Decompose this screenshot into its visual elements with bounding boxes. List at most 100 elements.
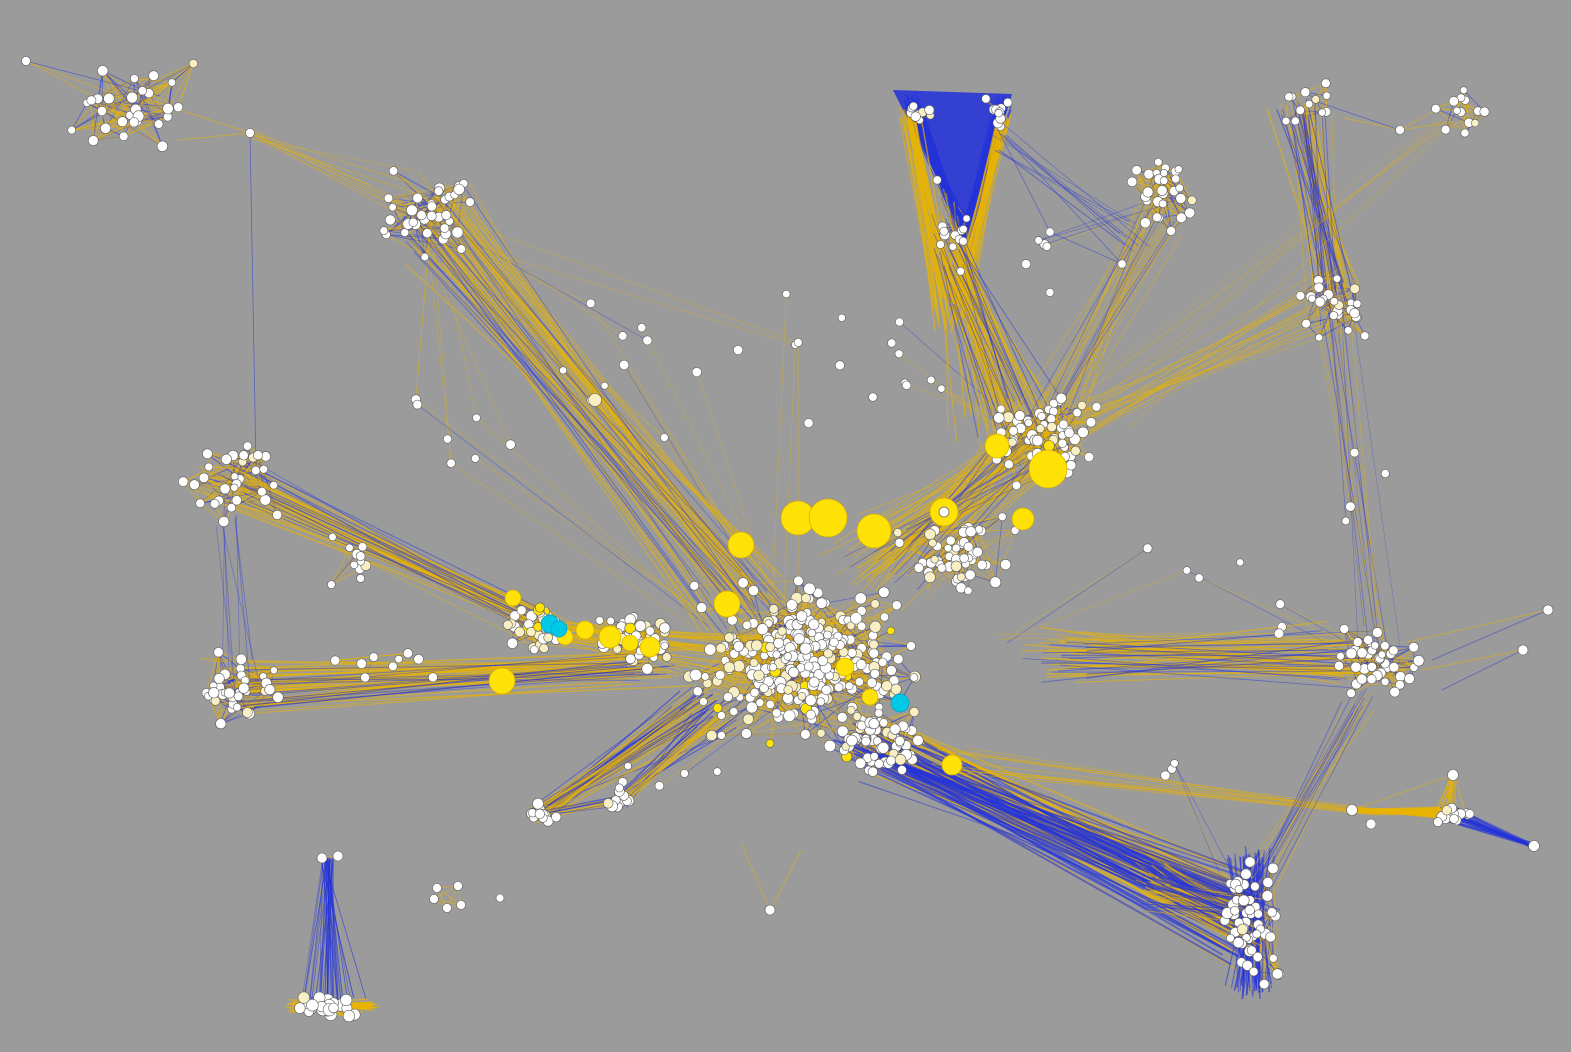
graph-node[interactable] — [439, 223, 450, 233]
graph-node[interactable] — [1460, 128, 1470, 138]
graph-node[interactable] — [1388, 661, 1400, 673]
graph-node[interactable] — [1349, 283, 1360, 294]
graph-node[interactable] — [1459, 86, 1468, 94]
graph-node[interactable] — [1300, 87, 1311, 98]
graph-node[interactable] — [1363, 634, 1373, 645]
graph-node[interactable] — [1175, 192, 1187, 204]
graph-node[interactable] — [1250, 881, 1260, 892]
graph-node[interactable] — [1311, 95, 1320, 104]
graph-node[interactable] — [1370, 641, 1380, 650]
graph-node[interactable] — [1265, 931, 1276, 943]
graph-node[interactable] — [1315, 333, 1324, 342]
graph-node[interactable] — [1346, 688, 1356, 698]
graph-node[interactable] — [137, 86, 147, 96]
graph-node[interactable] — [1187, 195, 1197, 206]
graph-node[interactable] — [388, 203, 397, 212]
graph-node[interactable] — [103, 92, 115, 105]
graph-node[interactable] — [936, 240, 945, 249]
graph-node[interactable] — [1412, 654, 1425, 667]
graph-node[interactable] — [451, 226, 464, 239]
graph-node[interactable] — [1344, 326, 1353, 335]
graph-node[interactable] — [1395, 671, 1406, 682]
graph-node[interactable] — [1334, 660, 1344, 671]
graph-node[interactable] — [416, 210, 427, 221]
graph-node[interactable] — [939, 226, 949, 236]
graph-node[interactable] — [1449, 814, 1459, 824]
graph-node[interactable] — [1372, 627, 1383, 638]
graph-node[interactable] — [1339, 624, 1350, 634]
graph-node[interactable] — [1176, 212, 1187, 224]
graph-node[interactable] — [1321, 78, 1331, 89]
graph-node[interactable] — [1333, 274, 1342, 283]
graph-node[interactable] — [433, 186, 444, 196]
graph-node[interactable] — [1166, 226, 1176, 236]
graph-node[interactable] — [1295, 105, 1305, 115]
graph-node[interactable] — [1322, 91, 1331, 100]
graph-node[interactable] — [406, 204, 418, 217]
graph-node[interactable] — [1329, 297, 1339, 306]
graph-node[interactable] — [1261, 890, 1274, 902]
graph-node[interactable] — [1158, 199, 1168, 209]
graph-node[interactable] — [379, 226, 389, 235]
graph-node[interactable] — [1408, 641, 1419, 653]
graph-node[interactable] — [100, 122, 112, 134]
graph-node[interactable] — [1126, 176, 1138, 188]
graph-node[interactable] — [981, 94, 991, 104]
graph-node[interactable] — [1470, 118, 1480, 128]
graph-node[interactable] — [1156, 185, 1168, 196]
graph-node[interactable] — [932, 175, 942, 185]
graph-node[interactable] — [154, 119, 164, 129]
graph-node[interactable] — [962, 214, 971, 223]
graph-node[interactable] — [162, 102, 174, 115]
graph-node[interactable] — [1352, 299, 1362, 308]
graph-node[interactable] — [1308, 294, 1317, 303]
graph-node[interactable] — [422, 228, 433, 239]
graph-node[interactable] — [1159, 176, 1169, 185]
graph-node[interactable] — [1350, 661, 1362, 673]
graph-node[interactable] — [1160, 169, 1168, 177]
graph-node[interactable] — [1154, 157, 1163, 167]
graph-node[interactable] — [1431, 103, 1441, 114]
graph-node[interactable] — [1380, 641, 1390, 651]
graph-node[interactable] — [117, 116, 128, 128]
graph-node[interactable] — [1304, 99, 1314, 109]
graph-node[interactable] — [412, 192, 423, 204]
graph-node[interactable] — [1329, 311, 1339, 320]
graph-node[interactable] — [1290, 116, 1300, 126]
graph-node[interactable] — [1366, 674, 1377, 685]
graph-node[interactable] — [465, 197, 475, 207]
graph-node[interactable] — [1433, 817, 1443, 827]
graph-node[interactable] — [1152, 212, 1162, 223]
graph-node[interactable] — [1140, 217, 1151, 229]
graph-node[interactable] — [959, 225, 968, 234]
graph-node[interactable] — [1281, 116, 1291, 126]
graph-node[interactable] — [956, 266, 966, 276]
graph-node[interactable] — [1284, 92, 1294, 102]
graph-node[interactable] — [1171, 174, 1181, 184]
graph-node[interactable] — [1262, 877, 1274, 888]
graph-node[interactable] — [1404, 673, 1415, 685]
graph-node[interactable] — [96, 106, 107, 117]
graph-node[interactable] — [948, 242, 957, 251]
graph-node[interactable] — [188, 58, 198, 69]
graph-node[interactable] — [388, 166, 399, 176]
graph-node[interactable] — [128, 117, 140, 128]
graph-node[interactable] — [1143, 168, 1155, 180]
graph-node[interactable] — [1345, 647, 1358, 660]
graph-node[interactable] — [1356, 647, 1368, 659]
graph-node[interactable] — [1142, 186, 1154, 198]
graph-node[interactable] — [118, 131, 129, 142]
graph-node[interactable] — [1269, 953, 1278, 963]
graph-node[interactable] — [958, 236, 968, 246]
graph-node[interactable] — [1349, 307, 1360, 319]
graph-node[interactable] — [1352, 637, 1363, 647]
graph-node[interactable] — [1356, 673, 1368, 685]
graph-node[interactable] — [1236, 923, 1249, 935]
graph-node[interactable] — [1448, 96, 1459, 107]
graph-node[interactable] — [420, 252, 429, 262]
graph-node[interactable] — [167, 78, 176, 87]
graph-node[interactable] — [1313, 282, 1324, 293]
graph-node[interactable] — [1295, 291, 1306, 301]
graph-node[interactable] — [426, 201, 437, 212]
